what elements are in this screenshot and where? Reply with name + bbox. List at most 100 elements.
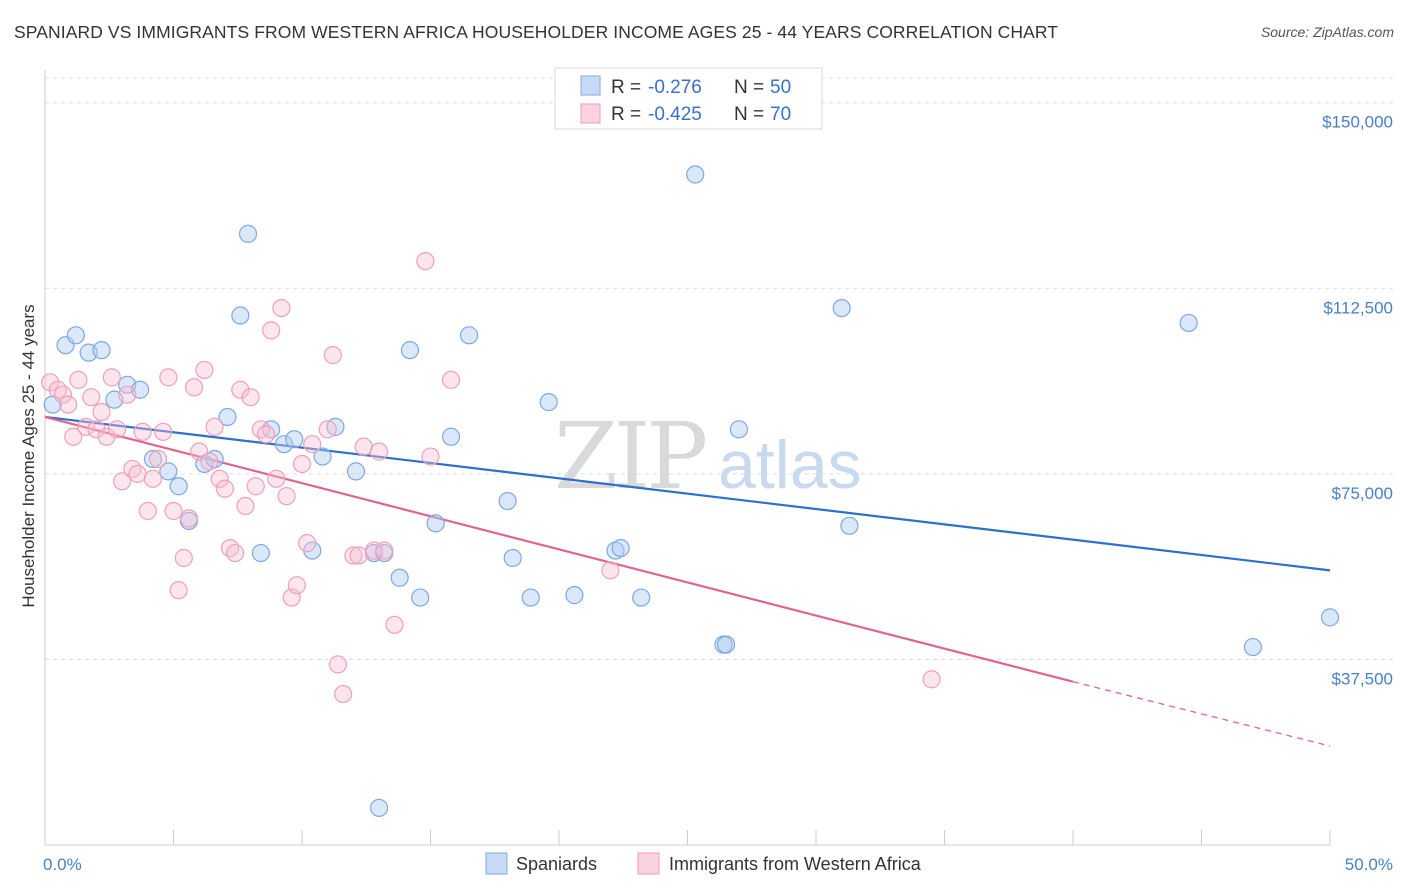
point-immigrants (922, 670, 941, 689)
point-immigrants (220, 538, 240, 558)
y-tick-labels: $37,500 $75,000 $112,500 $150,000 (1322, 113, 1393, 689)
point-spaniards (521, 588, 540, 607)
point-immigrants (210, 469, 229, 488)
point-immigrants (123, 459, 142, 479)
y-axis-label: Householder Income Ages 25 - 44 years (19, 304, 38, 607)
bottom-legend-swatch-immigrants (637, 852, 660, 875)
point-spaniards (565, 586, 584, 605)
point-immigrants (128, 464, 147, 483)
point-spaniards (218, 407, 237, 427)
point-spaniards (370, 798, 389, 817)
bottom-legend-swatch-spaniards (485, 852, 508, 875)
y-tick-label: $150,000 (1322, 113, 1393, 132)
point-immigrants (148, 449, 168, 469)
trend-line-spaniards (44, 415, 1331, 572)
legend-n-value-2: 70 (770, 104, 791, 125)
point-immigrants (226, 543, 245, 563)
point-immigrants (107, 420, 127, 439)
point-immigrants (205, 417, 224, 436)
point-spaniards (459, 326, 479, 345)
point-immigrants (334, 684, 353, 704)
point-immigrants (143, 469, 163, 488)
point-spaniards (686, 165, 705, 184)
watermark: ZIP atlas (554, 403, 862, 510)
trend-lines (44, 415, 1331, 747)
point-immigrants (236, 496, 255, 516)
point-immigrants (169, 581, 188, 600)
point-immigrants (246, 477, 265, 496)
point-immigrants (92, 402, 111, 422)
point-spaniards (441, 427, 461, 446)
point-spaniards (66, 326, 85, 345)
point-immigrants (318, 420, 337, 439)
point-spaniards (231, 306, 250, 325)
point-immigrants (69, 370, 88, 389)
point-spaniards (143, 449, 163, 469)
point-immigrants (179, 509, 199, 528)
point-immigrants (287, 576, 306, 595)
point-immigrants (112, 472, 132, 491)
y-tick-label: $112,500 (1323, 298, 1393, 317)
legend-n-label-2: N = (734, 104, 764, 125)
correlation-legend: R = -0.276 N = 50 R = -0.425 N = 70 (554, 67, 823, 130)
legend-n-label-1: N = (734, 77, 764, 98)
point-immigrants (53, 385, 73, 404)
point-spaniards (390, 568, 409, 587)
point-immigrants (262, 321, 281, 340)
point-immigrants (48, 380, 67, 399)
point-immigrants (344, 546, 363, 565)
x-tick-label-max: 50.0% (1345, 855, 1393, 874)
point-immigrants (328, 655, 348, 674)
point-spaniards (169, 477, 188, 496)
x-tick-labels: 0.0% 50.0% (43, 855, 1393, 874)
series-legend: Spaniards Immigrants from Western Africa (485, 852, 922, 875)
point-immigrants (375, 541, 394, 560)
point-spaniards (498, 491, 517, 511)
data-points (41, 165, 1340, 817)
point-spaniards (159, 462, 178, 481)
point-spaniards (346, 462, 366, 481)
point-spaniards (92, 341, 111, 360)
point-spaniards (632, 588, 651, 607)
y-tick-label: $37,500 (1332, 669, 1393, 688)
point-spaniards (238, 224, 258, 243)
point-spaniards (400, 341, 420, 360)
point-spaniards (251, 543, 270, 563)
point-immigrants (200, 452, 219, 471)
point-immigrants (174, 548, 193, 568)
point-immigrants (241, 388, 260, 407)
point-spaniards (1243, 637, 1263, 657)
point-immigrants (256, 425, 276, 444)
axes (44, 70, 1331, 846)
point-immigrants (349, 546, 368, 565)
trend-line-immigrants (44, 415, 1074, 683)
point-immigrants (277, 487, 296, 506)
point-spaniards (1320, 608, 1340, 627)
point-immigrants (215, 479, 234, 498)
point-immigrants (87, 420, 106, 439)
point-immigrants (97, 427, 116, 446)
point-immigrants (421, 447, 440, 466)
point-immigrants (354, 437, 373, 456)
point-immigrants (323, 346, 342, 365)
point-immigrants (364, 541, 384, 560)
legend-n-value-1: 50 (770, 77, 791, 98)
point-spaniards (729, 420, 749, 439)
point-immigrants (298, 534, 317, 553)
point-immigrants (251, 420, 270, 439)
y-tick-label: $75,000 (1332, 484, 1393, 503)
legend-r-value-2: -0.425 (648, 104, 702, 125)
point-spaniards (411, 588, 430, 607)
bottom-legend-label-spaniards: Spaniards (516, 854, 597, 874)
grid-lines (45, 77, 1395, 660)
point-spaniards (313, 447, 332, 466)
point-immigrants (159, 368, 178, 387)
point-spaniards (274, 435, 294, 454)
point-immigrants (138, 501, 157, 521)
legend-swatch-spaniards (580, 75, 601, 96)
legend-swatch-immigrants (580, 103, 601, 124)
point-immigrants (133, 422, 152, 441)
point-immigrants (41, 373, 60, 392)
bottom-legend-label-immigrants: Immigrants from Western Africa (669, 854, 922, 874)
source-label: Source: ZipAtlas.com (1260, 24, 1394, 40)
